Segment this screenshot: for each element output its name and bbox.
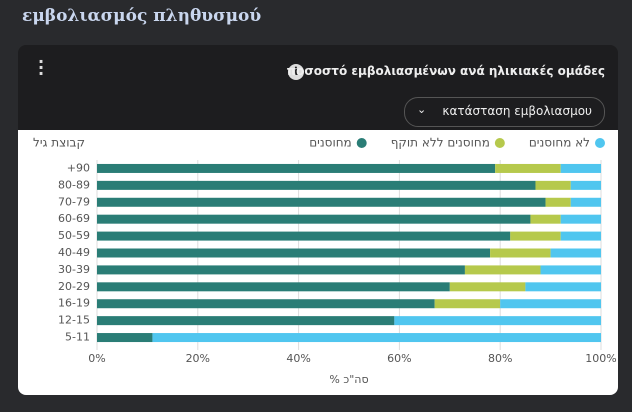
bar-segment [152, 333, 601, 343]
x-tick-label: 20% [186, 352, 210, 365]
bar-segment [545, 197, 571, 207]
bar-segment [510, 231, 561, 241]
bar-segment [530, 214, 561, 224]
page-title: εμβολιασμός πληθυσμού [22, 6, 262, 26]
dropdown-label: κατάσταση εμβολιασμου [442, 104, 592, 118]
chevron-icon: ⌄ [417, 103, 427, 116]
x-tick-label: 40% [286, 352, 310, 365]
y-tick-label: 60-69 [58, 212, 90, 225]
bar-segment [570, 197, 601, 207]
card: · · · i ποσοστό εμβολιασμένων ανά ηλικιακέ… [18, 45, 618, 395]
bar-segment [97, 333, 153, 343]
bar-segment [97, 214, 531, 224]
x-tick-label: 0% [88, 352, 105, 365]
legend-label: מחוסנים ללא תוקף [391, 136, 490, 150]
bar-segment [434, 299, 501, 309]
legend-label: מחוסנים [309, 136, 352, 150]
chart-area: קבוצת גיל % סה"כ 0% 20% 40% 60% 80% 100% +90 80… [18, 130, 618, 395]
y-tick-label: 70-79 [58, 195, 90, 208]
y-tick-label: 12-15 [58, 314, 90, 327]
y-tick-label: 30-39 [58, 263, 90, 276]
bar-segment [540, 265, 601, 275]
bar-segment [490, 248, 551, 258]
bar-segment [495, 163, 561, 173]
y-tick-label: +90 [67, 161, 90, 174]
legend-marker [356, 138, 367, 148]
bar-segment [500, 299, 601, 309]
bar-segment [97, 163, 496, 173]
bar-segment [97, 180, 536, 190]
x-tick-label: 100% [585, 352, 616, 365]
bar-segment [449, 282, 526, 292]
bar-segment [535, 180, 571, 190]
card-title: ποσοστό εμβολιασμένων ανά ηλικιακές ομάδ… [286, 64, 605, 78]
y-tick-label: 40-49 [58, 246, 90, 259]
bar-segment [97, 231, 511, 241]
bar-segment [560, 231, 601, 241]
info-icon[interactable]: i [288, 64, 304, 80]
bar-segment [97, 299, 435, 309]
bar-segment [570, 180, 601, 190]
dropdown[interactable]: ⌄ κατάσταση εμβολιασμου [404, 97, 605, 127]
x-tick-label: 80% [488, 352, 512, 365]
legend-marker [595, 138, 605, 148]
bar-segment [464, 265, 541, 275]
y-tick-label: 20-29 [58, 280, 90, 293]
bar-segment [560, 163, 601, 173]
legend-label: לא מחוסנים [529, 136, 590, 150]
x-axis-title: % סה"כ [329, 373, 368, 386]
y-tick-label: 5-11 [65, 331, 90, 344]
bar-segment [97, 282, 450, 292]
bar-segment [550, 248, 601, 258]
y-tick-label: 50-59 [58, 229, 90, 242]
menu-button[interactable]: · · · [37, 52, 45, 83]
bar-segment [394, 316, 601, 326]
chart: קבוצת גיל % סה"כ 0% 20% 40% 60% 80% 100% +90 80… [33, 136, 617, 387]
bar-segment [560, 214, 601, 224]
y-axis-title: קבוצת גיל [33, 136, 85, 150]
bar-segment [97, 316, 395, 326]
bar-segment [97, 197, 546, 207]
y-tick-label: 16-19 [58, 297, 90, 310]
x-tick-label: 60% [387, 352, 411, 365]
bar-segment [97, 248, 491, 258]
legend-marker [494, 138, 505, 148]
bar-segment [97, 265, 465, 275]
y-tick-label: 80-89 [58, 178, 90, 191]
bar-segment [525, 282, 601, 292]
